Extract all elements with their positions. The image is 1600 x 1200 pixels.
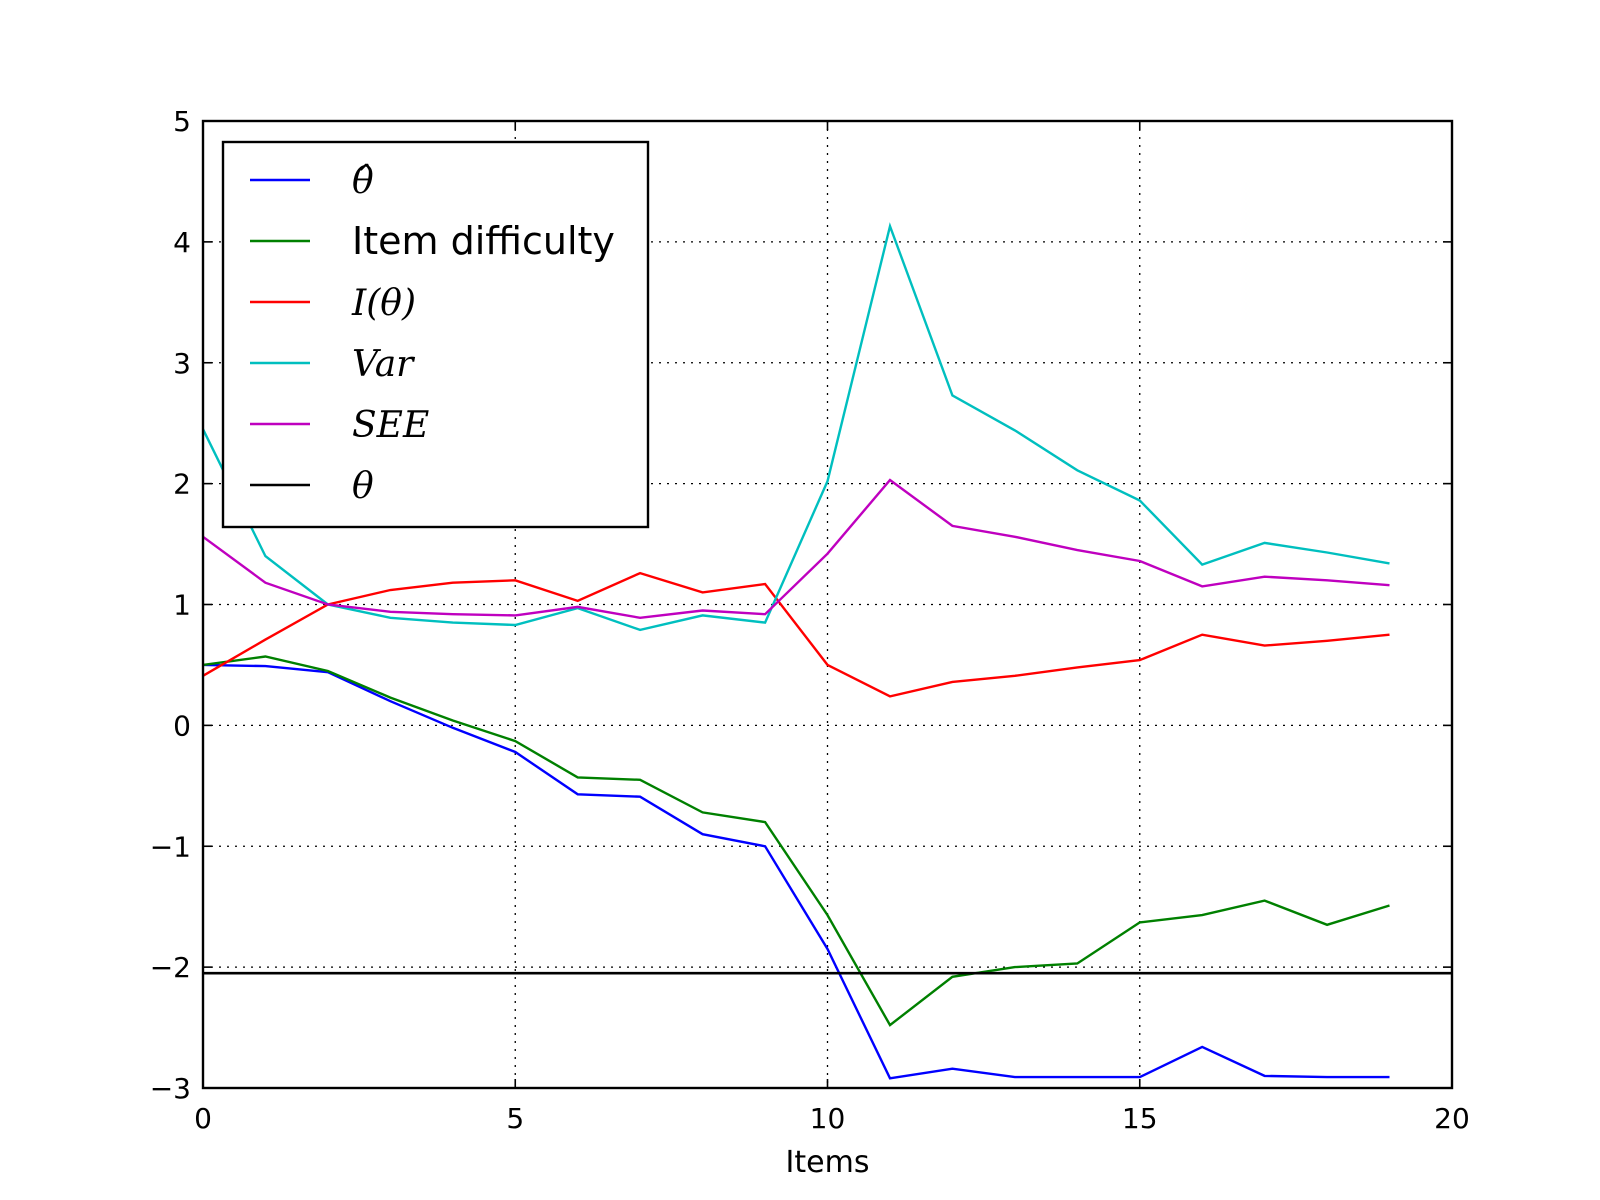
tick-labels: 0 5 10 15 20 −3 −2 −1 0 1 2 3 4 5 xyxy=(150,105,1470,1135)
y-tick-label: 3 xyxy=(173,347,191,380)
legend-label: Item difficulty xyxy=(352,219,615,263)
series-line-theta-hat xyxy=(202,663,1390,1080)
legend-label: I(θ) xyxy=(351,283,416,324)
legend-label: θ xyxy=(352,466,374,507)
y-tick-label: −3 xyxy=(150,1072,191,1105)
y-tick-label: 1 xyxy=(173,589,191,622)
x-tick-label: 20 xyxy=(1434,1102,1470,1135)
x-tick-label: 10 xyxy=(810,1102,846,1135)
y-tick-label: −1 xyxy=(150,830,191,863)
legend: θ̂ Item difficulty I(θ) Var SEE θ xyxy=(221,140,650,529)
x-tick-label: 0 xyxy=(194,1102,212,1135)
series-line-var xyxy=(201,222,1390,632)
legend-label: θ̂ xyxy=(352,161,374,202)
y-tick-label: 0 xyxy=(173,709,191,742)
series-line-see xyxy=(202,478,1390,620)
ticks xyxy=(202,120,1453,1089)
x-tick-label: 5 xyxy=(506,1102,524,1135)
x-tick-label: 15 xyxy=(1122,1102,1158,1135)
y-tick-label: −2 xyxy=(150,951,191,984)
series-lines xyxy=(201,222,1452,1080)
y-tick-label: 5 xyxy=(173,105,191,138)
series-line-item-difficulty xyxy=(202,655,1390,1027)
y-tick-label: 2 xyxy=(173,468,191,501)
x-axis-label: Items xyxy=(786,1145,870,1180)
series-line-i xyxy=(202,571,1390,698)
legend-box xyxy=(221,140,650,529)
legend-label: Var xyxy=(352,344,415,385)
y-tick-label: 4 xyxy=(173,226,191,259)
legend-label: SEE xyxy=(352,405,429,446)
